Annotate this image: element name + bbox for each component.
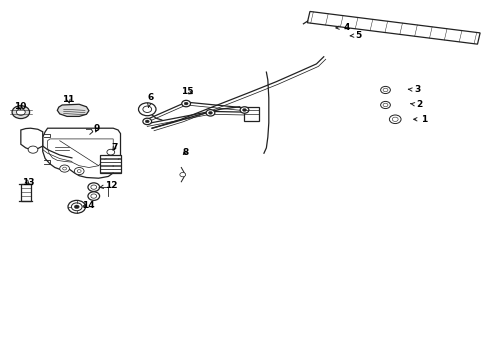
Text: 9: 9 [94,124,100,133]
Circle shape [60,165,69,172]
Circle shape [380,86,389,94]
Bar [21,184,30,201]
Circle shape [388,115,400,123]
Text: 10: 10 [14,102,26,111]
Text: 5: 5 [349,31,361,40]
Circle shape [88,183,100,192]
Circle shape [71,203,82,211]
Circle shape [182,100,190,107]
Circle shape [17,109,25,115]
Circle shape [391,117,397,121]
Bar [100,158,121,162]
Bar [100,155,121,173]
Circle shape [242,109,246,111]
Text: 12: 12 [99,181,117,190]
Circle shape [91,185,97,189]
Circle shape [240,107,248,113]
Polygon shape [57,104,89,116]
Circle shape [88,192,100,201]
Polygon shape [306,12,479,44]
Text: 3: 3 [407,85,419,94]
Text: 6: 6 [147,93,153,107]
Circle shape [142,118,151,125]
Circle shape [208,111,212,114]
Polygon shape [42,128,120,178]
Circle shape [138,103,156,116]
Circle shape [12,106,30,118]
Circle shape [382,88,387,92]
Text: 13: 13 [22,178,34,187]
Text: 2: 2 [410,100,422,109]
Bar [100,155,121,158]
Circle shape [107,149,115,155]
Circle shape [142,106,151,112]
Text: 1: 1 [413,115,427,124]
Bar [100,169,121,172]
Circle shape [205,110,214,116]
Bar [100,162,121,165]
Circle shape [74,167,84,175]
Circle shape [68,201,85,213]
Circle shape [184,102,188,105]
Polygon shape [47,139,113,167]
Circle shape [380,102,389,109]
Text: 4: 4 [335,23,349,32]
Circle shape [62,167,66,170]
Circle shape [91,194,97,198]
Text: 15: 15 [181,87,193,96]
Text: 7: 7 [111,143,118,152]
Circle shape [77,170,81,172]
Circle shape [382,103,387,107]
Bar [100,166,121,169]
Circle shape [180,172,185,177]
Circle shape [145,120,149,123]
Circle shape [74,205,79,208]
Bar [244,107,259,121]
Text: 11: 11 [62,95,75,104]
Text: 14: 14 [81,201,94,210]
Circle shape [28,146,38,153]
Polygon shape [21,128,42,150]
Text: 8: 8 [182,148,188,157]
